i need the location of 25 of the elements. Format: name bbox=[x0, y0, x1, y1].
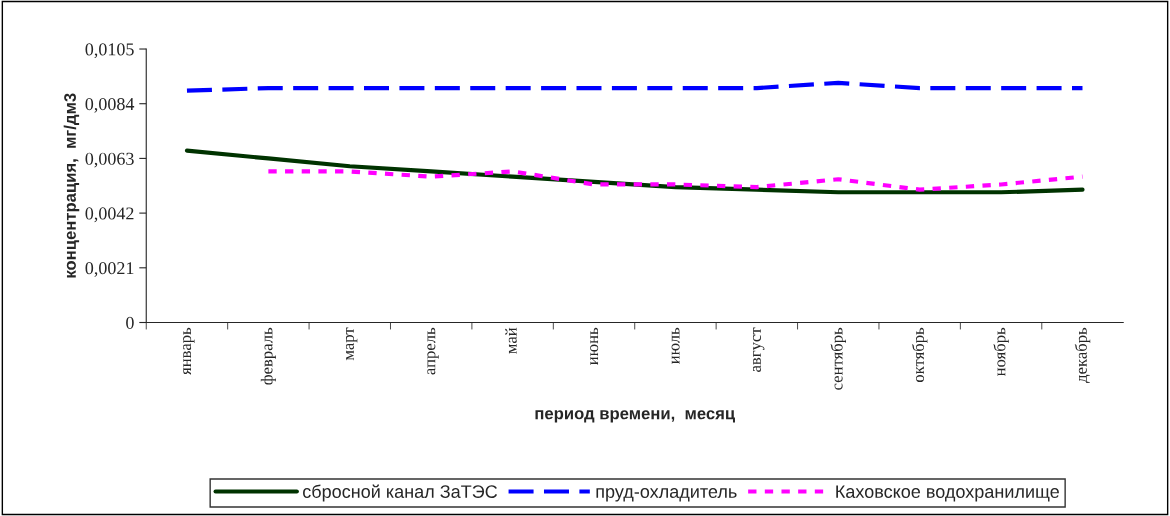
y-tick-label: 0,0021 bbox=[85, 262, 134, 277]
x-tick-label: январь bbox=[183, 327, 195, 375]
x-tick-label: апрель bbox=[427, 327, 439, 375]
x-tick-label: май bbox=[505, 327, 517, 354]
y-tick-label: 0,0063 bbox=[85, 152, 134, 168]
y-tick-label: 0 bbox=[126, 316, 134, 329]
x-tick-label: ноябрь bbox=[993, 327, 1009, 377]
x-axis-title: период времени, месяц bbox=[535, 410, 735, 423]
line-series bbox=[266, 169, 1085, 192]
x-tick-label: декабрь bbox=[1074, 327, 1091, 383]
y-tick-label: 0,0042 bbox=[85, 207, 134, 223]
x-tick-label: сентябрь bbox=[830, 327, 846, 390]
x-tick-label: июль bbox=[671, 327, 680, 364]
legend-label: пруд-охладитель bbox=[596, 488, 737, 502]
y-tick-label: 0,0084 bbox=[85, 97, 135, 113]
y-axis-title: концентрация, мг/дм3 bbox=[63, 93, 80, 278]
x-tick-label: август bbox=[752, 327, 765, 372]
legend-label: сбросной канал ЗаТЭС bbox=[303, 484, 498, 502]
y-tick-label: 0,0105 bbox=[85, 43, 134, 59]
x-tick-label: февраль bbox=[260, 327, 276, 385]
x-tick-label: июнь bbox=[590, 327, 599, 365]
x-tick-label: октябрь bbox=[911, 327, 928, 383]
x-tick-label: март bbox=[345, 327, 358, 361]
line-series bbox=[184, 148, 1085, 195]
legend-label: Каховское водохранилище bbox=[836, 485, 1059, 502]
